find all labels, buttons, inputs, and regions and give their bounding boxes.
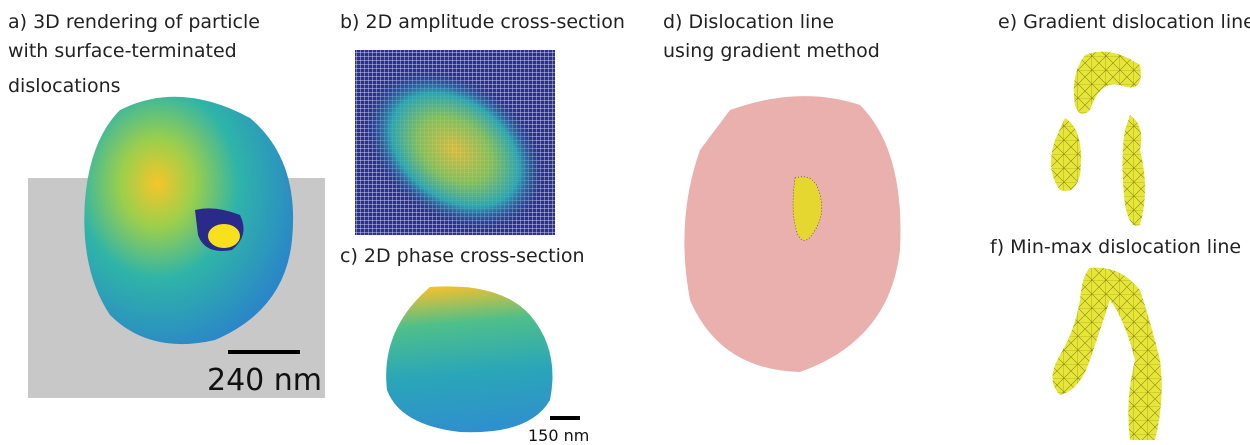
phase-map — [386, 286, 552, 432]
panel-title: with surface-terminated — [8, 40, 237, 62]
dislocation-mesh — [1051, 118, 1081, 191]
particle-surface — [684, 96, 900, 372]
dislocation-core — [208, 224, 240, 248]
dislocation-mesh — [1053, 268, 1162, 440]
panel-title: b) 2D amplitude cross-section — [340, 11, 625, 33]
panel-title: e) Gradient dislocation line — [998, 11, 1250, 33]
panel-c: c) 2D phase cross-section 150 nm — [340, 245, 589, 445]
panel-title: dislocations — [8, 75, 121, 97]
panel-e: e) Gradient dislocation line — [998, 11, 1250, 226]
dislocation-mesh — [1074, 52, 1141, 114]
panel-f: f) Min-max dislocation line — [990, 236, 1241, 440]
figure: a) 3D rendering of particle with surface… — [0, 0, 1250, 445]
panel-title: a) 3D rendering of particle — [8, 11, 260, 33]
scale-label: 240 nm — [207, 363, 322, 398]
panel-b: b) 2D amplitude cross-section — [333, 11, 625, 265]
dislocation-mesh — [1123, 115, 1146, 226]
panel-title: f) Min-max dislocation line — [990, 236, 1241, 258]
scale-label: 150 nm — [528, 426, 589, 445]
panel-d: d) Dislocation line using gradient metho… — [663, 11, 901, 372]
panel-title: c) 2D phase cross-section — [340, 245, 585, 267]
panel-title: using gradient method — [663, 40, 880, 62]
panel-a: a) 3D rendering of particle with surface… — [8, 11, 325, 398]
panel-title: d) Dislocation line — [663, 11, 834, 33]
particle — [84, 97, 293, 344]
